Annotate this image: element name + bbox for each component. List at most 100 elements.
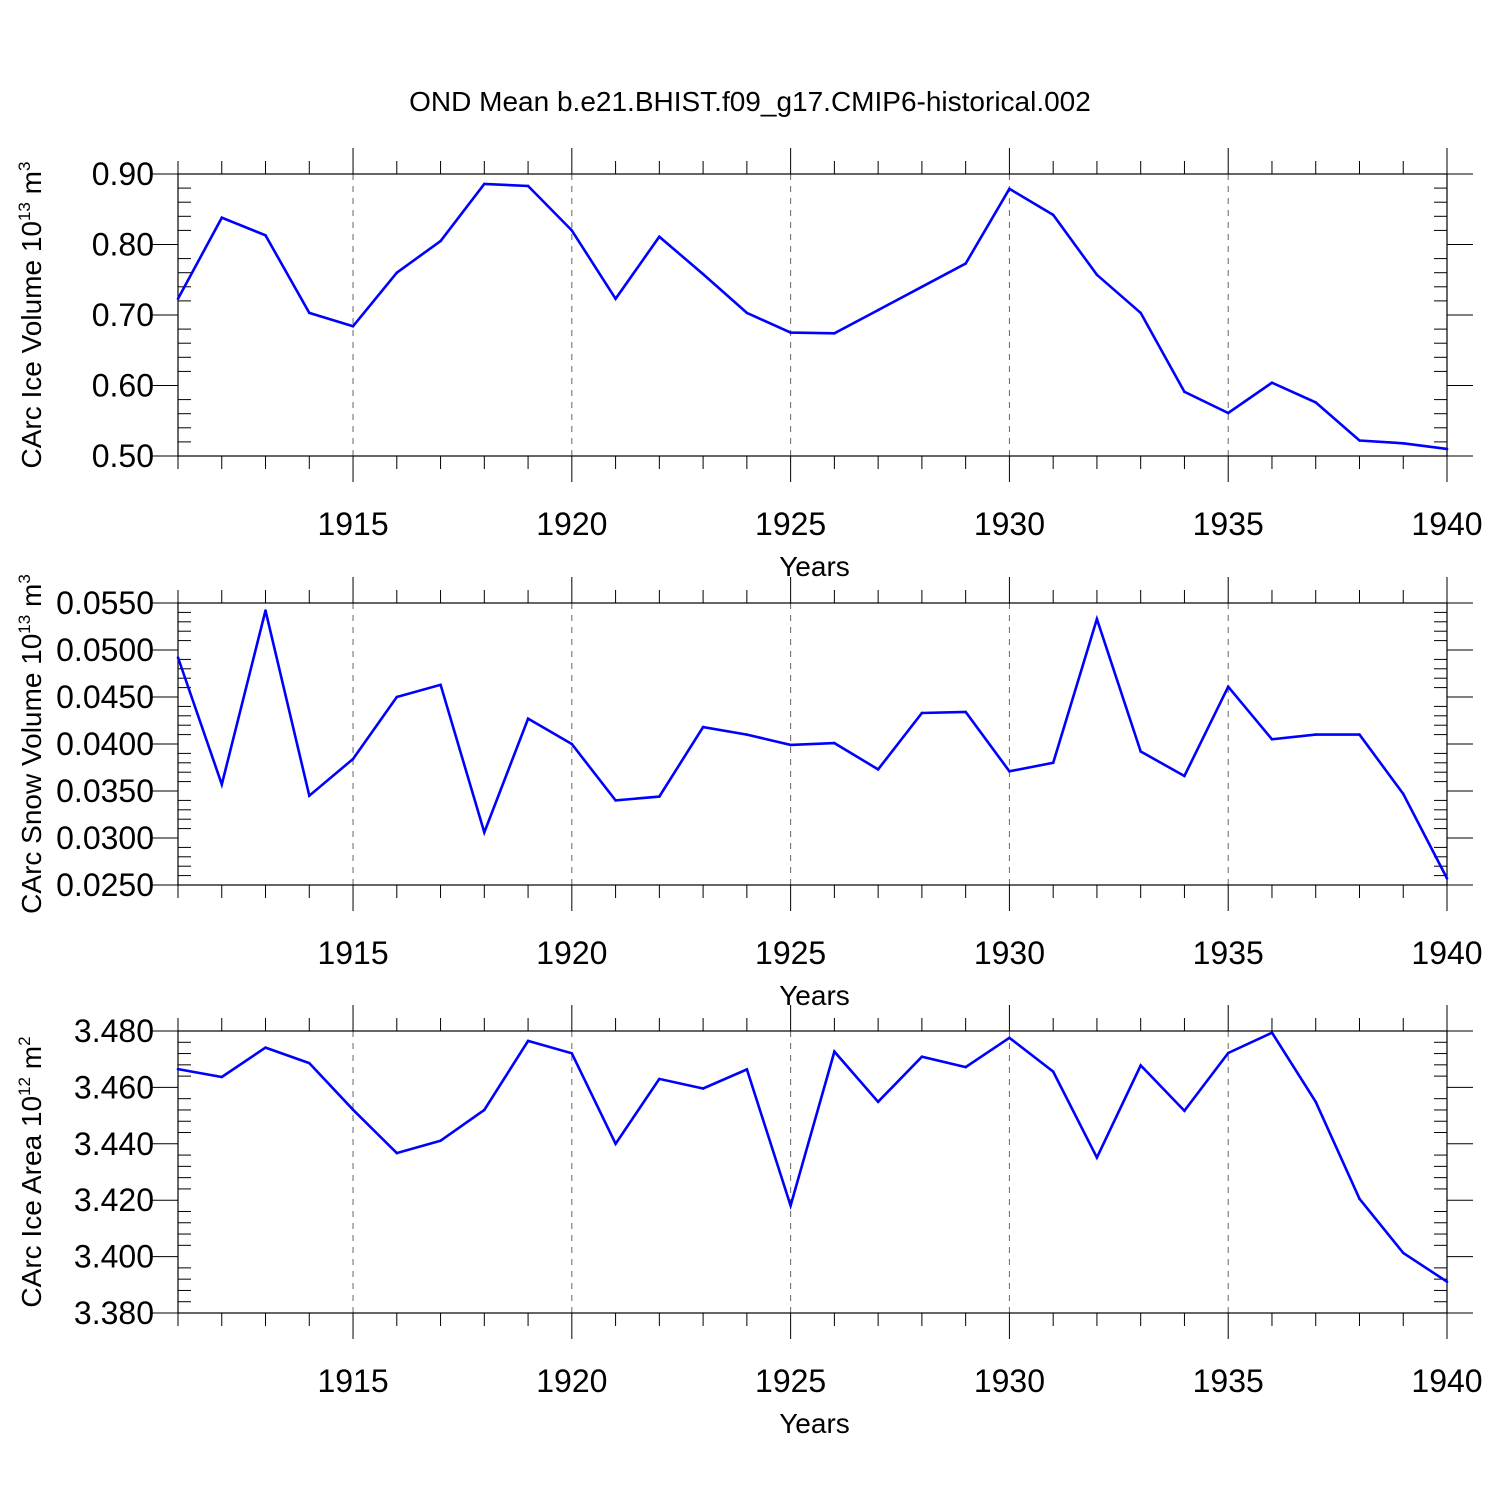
x-tick-label: 1935 [1193, 935, 1264, 971]
data-point [1226, 1051, 1230, 1055]
series-line [176, 182, 1448, 451]
x-axis-label: Years [779, 551, 850, 582]
data-point [964, 1065, 967, 1069]
x-tick-label: 1920 [536, 506, 607, 542]
data-point [1401, 442, 1405, 445]
x-tick-label: 1925 [755, 1363, 826, 1399]
data-point [876, 1100, 880, 1104]
data-point [351, 1108, 355, 1111]
data-point [614, 297, 617, 301]
data-point [1358, 1197, 1361, 1201]
data-point [570, 742, 574, 746]
data-point [1139, 311, 1142, 315]
y-tick-label: 0.0550 [56, 585, 154, 621]
plot-frame [177, 173, 1448, 457]
data-point [1008, 769, 1011, 773]
x-tick-label: 1925 [755, 935, 826, 971]
data-point [1183, 390, 1186, 394]
y-axis-label: CArc Ice Volume 1013 m3 [15, 162, 47, 469]
data-point [1445, 447, 1449, 451]
data-point [483, 182, 486, 186]
data-point [176, 297, 180, 301]
y-tick-label: 3.420 [74, 1182, 154, 1218]
series-line [176, 610, 1449, 879]
x-tick-label: 1940 [1411, 935, 1482, 971]
data-point [351, 324, 355, 328]
y-axis-label: CArc Snow Volume 1013 m3 [15, 574, 47, 914]
y-tick-label: 0.50 [92, 438, 154, 474]
data-point [1051, 213, 1055, 217]
data-point [964, 262, 967, 265]
panel-1: 0.50 0.60 0.70 0.80 0.90 1915 1920 1925 1930 1935… [15, 148, 1483, 582]
data-point [1051, 1070, 1055, 1073]
data-point [1314, 1100, 1318, 1104]
data-point [920, 285, 924, 289]
panel-3: 3.380 3.400 3.420 3.440 3.460 3.480 1915 1920 19… [15, 1005, 1483, 1439]
data-point [833, 332, 836, 335]
data-point [570, 1051, 574, 1055]
data-point [526, 184, 530, 188]
data-point [351, 757, 355, 761]
data-point [307, 311, 311, 315]
data-point [745, 1068, 749, 1071]
data-point [1314, 733, 1318, 736]
data-point [614, 799, 617, 802]
y-tick-label: 0.0250 [56, 867, 154, 903]
data-point [1270, 1031, 1274, 1034]
chart-title: OND Mean b.e21.BHIST.f09_g17.CMIP6-histo… [409, 86, 1091, 117]
data-point [1401, 1251, 1405, 1255]
y-tick-label: 3.440 [74, 1126, 154, 1162]
y-tick-label: 0.80 [92, 227, 154, 263]
y-tick-label: 3.480 [74, 1013, 154, 1049]
data-point [833, 1050, 836, 1053]
x-tick-label: 1935 [1193, 506, 1264, 542]
data-point [658, 795, 661, 798]
data-point [701, 725, 705, 729]
y-tick-label: 0.0450 [56, 679, 154, 715]
x-tick-label: 1915 [317, 1363, 388, 1399]
data-point [789, 1204, 792, 1207]
x-axis-label: Years [779, 980, 850, 1011]
x-tick-label: 1930 [974, 1363, 1045, 1399]
data-point [439, 683, 442, 687]
data-point [745, 311, 749, 315]
data-point [1139, 750, 1142, 753]
y-tick-label: 0.90 [92, 156, 154, 192]
data-point [220, 216, 224, 220]
data-point [1270, 381, 1274, 384]
data-point [920, 1055, 924, 1058]
y-tick-label: 0.70 [92, 297, 154, 333]
data-point [220, 783, 224, 786]
data-point [1095, 273, 1099, 277]
x-tick-label: 1940 [1411, 1363, 1482, 1399]
data-point [789, 331, 792, 334]
y-tick-label: 3.380 [74, 1295, 154, 1331]
data-point [307, 794, 311, 797]
data-point [745, 733, 749, 736]
data-point [701, 272, 705, 276]
data-point [1314, 401, 1318, 404]
data-point [1226, 685, 1230, 688]
data-point [570, 229, 574, 232]
data-point [483, 831, 486, 834]
data-point [439, 239, 442, 243]
data-point [833, 741, 836, 745]
x-axis-label: Years [779, 1408, 850, 1439]
x-tick-label: 1930 [974, 935, 1045, 971]
y-tick-label: 3.460 [74, 1069, 154, 1105]
data-point [658, 235, 661, 239]
data-point [1358, 733, 1361, 736]
data-point [1226, 411, 1230, 415]
y-axis-label: CArc Ice Area 1012 m2 [15, 1036, 47, 1307]
data-point [920, 711, 924, 715]
data-point [1095, 617, 1099, 621]
x-tick-label: 1925 [755, 506, 826, 542]
data-point [1051, 761, 1055, 765]
data-point [395, 1151, 399, 1155]
x-tick-label: 1935 [1193, 1363, 1264, 1399]
x-tick-label: 1915 [317, 506, 388, 542]
data-point [307, 1061, 311, 1065]
data-point [264, 1046, 267, 1049]
x-tick-label: 1920 [536, 935, 607, 971]
